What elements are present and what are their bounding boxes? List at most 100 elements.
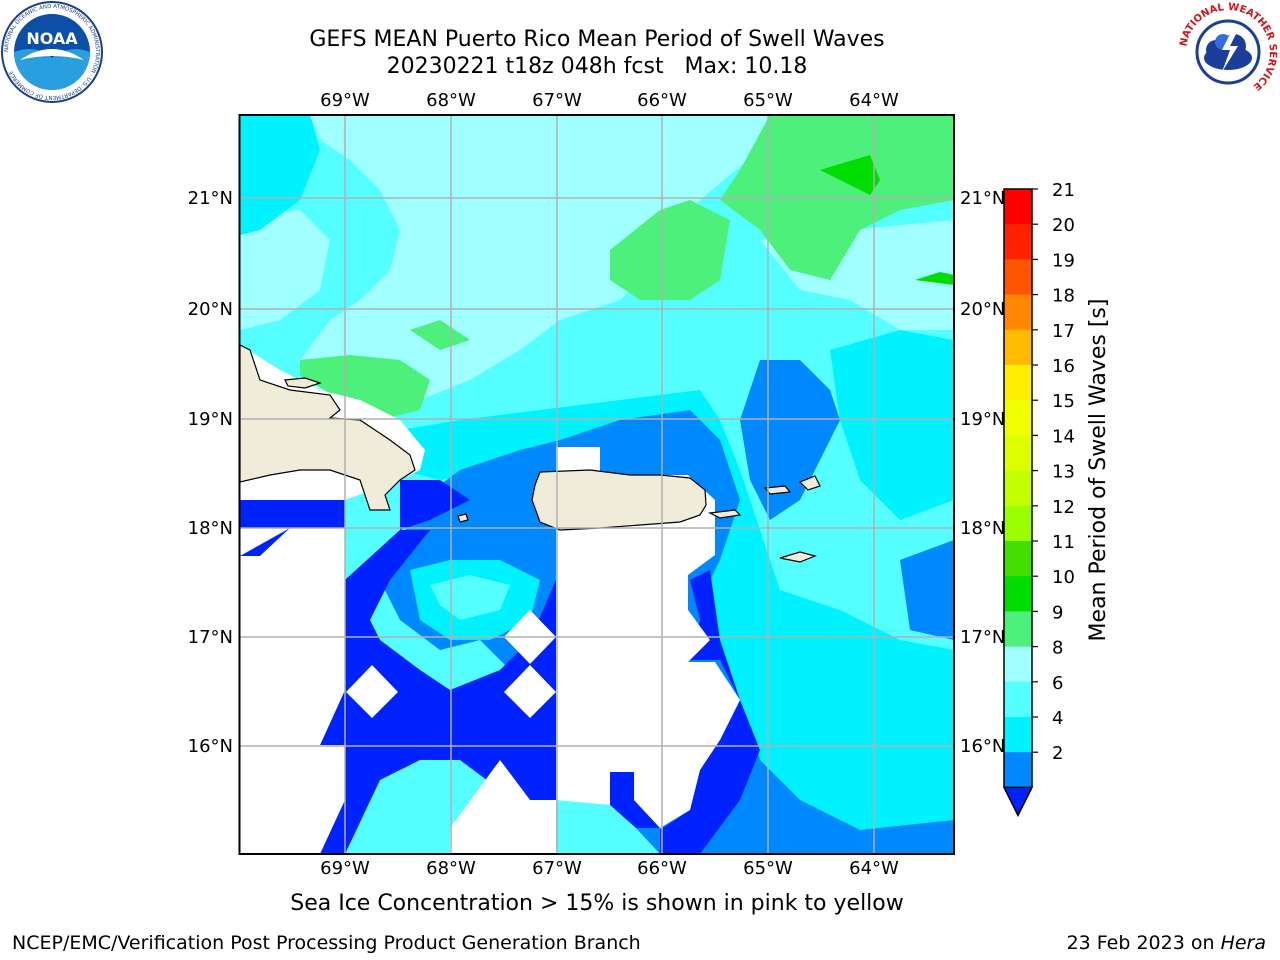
colorbar-segment: [1004, 294, 1032, 331]
map-frame: [238, 114, 955, 855]
lon-label-bottom: 66°W: [637, 858, 687, 879]
colorbar-segment: [1004, 681, 1032, 718]
colorbar-segment: [1004, 505, 1032, 542]
colorbar-segment: [1004, 329, 1032, 366]
colorbar-under-extension: [1002, 786, 1034, 818]
nws-logo: NATIONAL WEATHER SERVICE: [1178, 2, 1278, 102]
colorbar-segment: [1004, 611, 1032, 648]
mask-south-mid: [450, 760, 556, 854]
st-croix: [779, 551, 817, 563]
colorbar-segment: [1004, 400, 1032, 436]
footer-date: 23 Feb 2023 on Hera: [1067, 932, 1266, 954]
colorbar-tick-label: 19: [1052, 250, 1075, 271]
mask-diamond-3: [504, 665, 556, 718]
sea-ice-note: Sea Ice Concentration > 15% is shown in …: [290, 891, 904, 916]
lon-label-top: 66°W: [637, 90, 687, 111]
contour-4-6-west: [240, 115, 320, 235]
colorbar-segment: [1004, 541, 1032, 577]
colorbar-segment: [1004, 435, 1032, 472]
hispaniola: [239, 344, 416, 511]
colorbar-tick-label: 6: [1052, 673, 1063, 694]
lat-label-left: 21°N: [188, 188, 233, 209]
colorbar-tick-label: 21: [1052, 180, 1075, 201]
mask-west: [240, 528, 345, 854]
colorbar-tick-label: 8: [1052, 638, 1063, 659]
lon-label-bottom: 69°W: [320, 858, 370, 879]
contour-4-6-south: [400, 390, 954, 854]
colorbar-segment: [1004, 365, 1032, 401]
lat-label-right: 21°N: [960, 188, 1005, 209]
lat-label-right: 17°N: [960, 627, 1005, 648]
colorbar-frame: [1003, 188, 1033, 788]
vieques: [707, 509, 742, 519]
colorbar-segment: [1004, 470, 1032, 507]
contour-9-10-small: [410, 320, 470, 350]
colorbar-segment: [1004, 752, 1032, 788]
colorbar-segment: [1004, 646, 1032, 683]
colorbar-label: Mean Period of Swell Waves [s]: [1086, 299, 1111, 642]
lat-label-right: 20°N: [960, 299, 1005, 320]
tortuga-island: [284, 377, 322, 389]
colorbar-tick-label: 13: [1052, 462, 1075, 483]
noaa-logo-text: NOAA: [26, 29, 78, 48]
colorbar-tick-label: 2: [1052, 743, 1063, 764]
colorbar-segment: [1004, 576, 1032, 612]
lon-label-top: 68°W: [426, 90, 476, 111]
lat-label-left: 16°N: [188, 736, 233, 757]
colorbar-tick-label: 17: [1052, 321, 1075, 342]
colorbar-tick-label: 18: [1052, 286, 1075, 307]
colorbar-tick-label: 16: [1052, 356, 1075, 377]
lon-label-top: 67°W: [532, 90, 582, 111]
lat-label-left: 19°N: [188, 409, 233, 430]
colorbar-segment: [1004, 717, 1032, 753]
map-title: GEFS MEAN Puerto Rico Mean Period of Swe…: [309, 27, 885, 52]
contour-8-9-north: [300, 115, 780, 420]
noaa-logo: NATIONAL OCEANIC AND ATMOSPHERIC ADMINIS…: [1, 1, 103, 103]
lon-label-top: 64°W: [849, 90, 899, 111]
contour-6-8-inner: [430, 575, 510, 620]
mona-island: [457, 513, 469, 523]
lon-label-bottom: 65°W: [743, 858, 793, 879]
colorbar-segment: [1004, 189, 1032, 225]
lat-label-right: 16°N: [960, 736, 1005, 757]
colorbar-segment: [1004, 224, 1032, 260]
lon-label-bottom: 67°W: [532, 858, 582, 879]
colorbar-tick-label: 11: [1052, 532, 1075, 553]
contour-10-11-core: [820, 155, 880, 195]
colorbar-tick-label: 4: [1052, 708, 1063, 729]
colorbar-tick-label: 10: [1052, 567, 1075, 588]
mask-diamond-1: [346, 665, 398, 718]
contour-2-4-east: [740, 360, 840, 520]
lon-label-top: 65°W: [743, 90, 793, 111]
lat-label-left: 20°N: [188, 299, 233, 320]
map-subtitle: 20230221 t18z 048h fcst Max: 10.18: [386, 54, 808, 79]
lat-label-left: 17°N: [188, 627, 233, 648]
colorbar-tick-label: 14: [1052, 426, 1075, 447]
lat-label-left: 18°N: [188, 518, 233, 539]
footer-date-text: 23 Feb 2023 on: [1066, 932, 1221, 954]
lat-label-right: 19°N: [960, 409, 1005, 430]
lon-label-top: 69°W: [320, 90, 370, 111]
contour-9-10-mid: [610, 200, 730, 300]
contour-2-4-southeast: [900, 540, 954, 640]
colorbar-tick-label: 20: [1052, 215, 1075, 236]
contour-8-9-west: [240, 210, 330, 330]
contour-4-6-east: [830, 330, 954, 520]
colorbar-tick-label: 12: [1052, 497, 1075, 518]
contour-10-11-east: [915, 272, 954, 285]
lon-label-bottom: 68°W: [426, 858, 476, 879]
colorbar-tick-label: 15: [1052, 391, 1075, 412]
puerto-rico: [531, 469, 707, 531]
footer-machine: Hera: [1220, 932, 1266, 954]
footer-credit: NCEP/EMC/Verification Post Processing Pr…: [12, 932, 641, 954]
colorbar: 21 20 19 18 17 16 15 14 13 12 11 10 9 8 6 4 2: [1002, 180, 1075, 818]
lat-label-right: 18°N: [960, 518, 1005, 539]
contour-9-10-west: [300, 355, 430, 420]
colorbar-tick-label: 9: [1052, 602, 1063, 623]
contour-under-2-d: [660, 570, 760, 854]
contour-under-2-e: [610, 772, 660, 828]
gridlines: [240, 115, 954, 854]
colorbar-segment: [1004, 259, 1032, 296]
lon-label-bottom: 64°W: [849, 858, 899, 879]
